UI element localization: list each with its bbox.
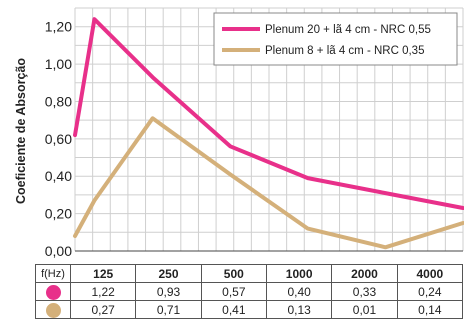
table-cell: 0,27 <box>69 300 137 319</box>
table-cell: 0,93 <box>135 282 202 301</box>
absorption-chart: 0,00 0,20 0,40 0,60 0,80 1,00 1,20 Coeficiente… <box>14 7 464 259</box>
legend: Plenum 20 + lã 4 cm - NRC 0,55 Plenum 8 +… <box>213 12 458 66</box>
frequency-header: 2000 <box>331 264 398 283</box>
y-tick-label: 0,60 <box>45 131 72 147</box>
table-cell: 0,41 <box>200 300 267 319</box>
table-cell: 0,13 <box>265 300 333 319</box>
table-cell: 0,71 <box>135 300 202 319</box>
y-axis-label: Coeficiente de Absorção <box>14 58 28 204</box>
table-cell: 0,14 <box>396 300 464 319</box>
frequency-header: 500 <box>200 264 267 283</box>
table-cell: 0,57 <box>200 282 267 301</box>
frequency-header: 250 <box>135 264 202 283</box>
frequency-header: 4000 <box>396 264 464 283</box>
y-tick-label: 0,20 <box>45 206 72 222</box>
table-cell: 0,40 <box>265 282 333 301</box>
frequency-header: 125 <box>69 264 137 283</box>
y-axis: 0,00 0,20 0,40 0,60 0,80 1,00 1,20 <box>45 19 72 259</box>
series-dot-icon <box>45 302 61 318</box>
series-lines <box>73 17 464 250</box>
y-tick-label: 1,20 <box>45 19 72 35</box>
table-cell: 0,33 <box>331 282 398 301</box>
table-cell: 0,01 <box>331 300 398 319</box>
legend-label-1: Plenum 20 + lã 4 cm - NRC 0,55 <box>265 24 431 36</box>
series-marker-cell <box>35 282 71 301</box>
series-line-1 <box>73 17 464 210</box>
y-tick-label: 1,00 <box>45 56 72 72</box>
table-cell: 0,24 <box>396 282 464 301</box>
y-tick-label: 0,40 <box>45 168 72 184</box>
table-header-row: f(Hz) 125 250 500 1000 2000 4000 <box>35 264 464 283</box>
y-tick-label: 0,00 <box>45 243 72 259</box>
table-cell: 1,22 <box>69 282 137 301</box>
frequency-label: f(Hz) <box>35 264 71 283</box>
series-marker-cell <box>35 300 71 319</box>
y-tick-label: 0,80 <box>45 93 72 109</box>
frequency-header: 1000 <box>265 264 333 283</box>
series-line-2 <box>73 116 464 250</box>
series-dot-icon <box>45 284 61 300</box>
legend-label-2: Plenum 8 + lã 4 cm - NRC 0,35 <box>265 45 424 57</box>
table-row: 0,27 0,71 0,41 0,13 0,01 0,14 <box>35 300 464 319</box>
frequency-table: f(Hz) 125 250 500 1000 2000 4000 1,22 0,93 0,57 0,… <box>35 264 464 319</box>
legend-box <box>213 12 458 66</box>
table-row: 1,22 0,93 0,57 0,40 0,33 0,24 <box>35 282 464 301</box>
